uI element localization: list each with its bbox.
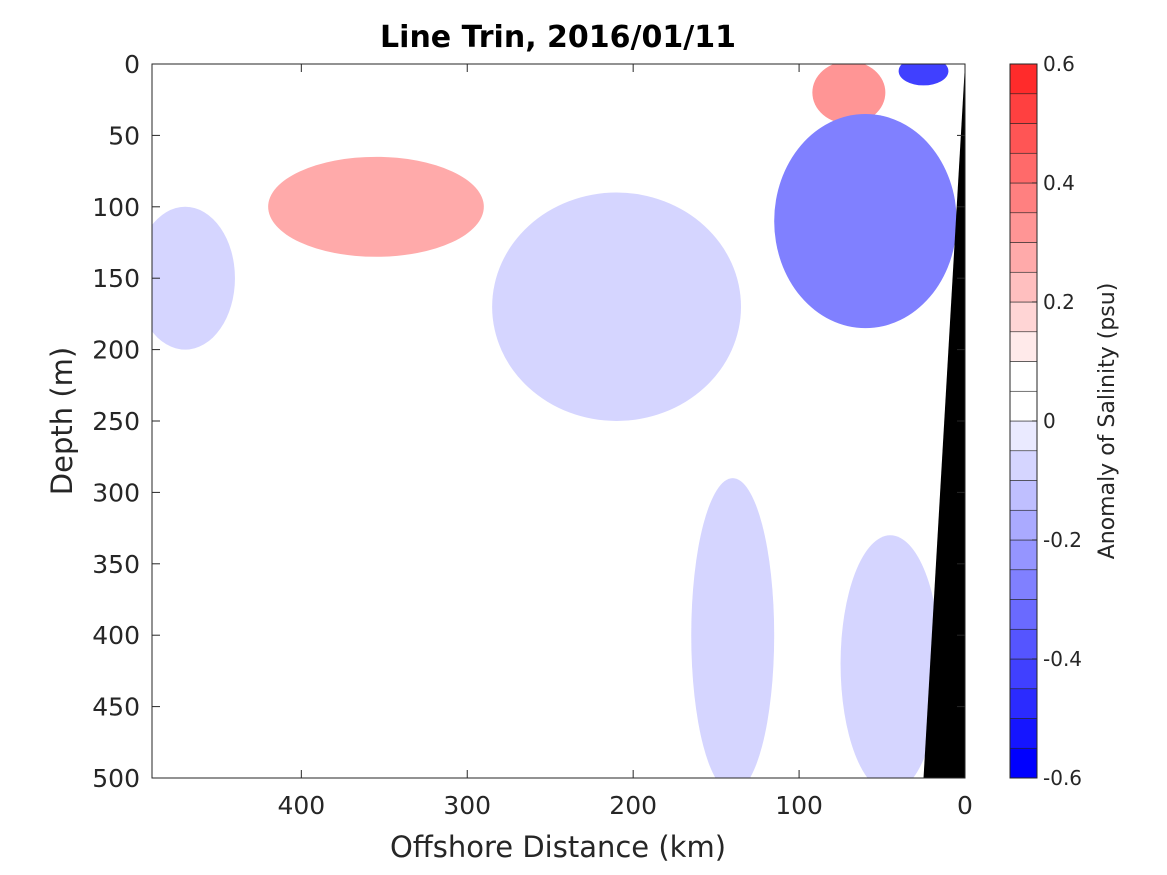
colorbar-tick-label: -0.4 (1043, 647, 1082, 671)
y-axis: 0 50 100 150 200 250 300 350 400 450 500 (92, 50, 965, 793)
anomaly-regions (152, 64, 957, 778)
anomaly-region-positive (268, 156, 484, 257)
bathymetry-mask (923, 64, 965, 778)
colorbar-swatch (1009, 539, 1038, 571)
colorbar-swatch (1009, 569, 1038, 600)
colorbar-tick-label: 0 (1043, 409, 1056, 433)
colorbar-swatch (1009, 628, 1038, 660)
colorbar-swatch (1009, 361, 1038, 392)
x-tick-label: 100 (775, 791, 823, 820)
colorbar-swatch (1009, 509, 1038, 541)
colorbar-swatch (1009, 301, 1038, 333)
colorbar-tick-label: 0.6 (1043, 52, 1075, 76)
colorbar: 0.6 0.4 0.2 0 -0.2 -0.4 -0.6 Anomaly of Salini… (1009, 52, 1120, 790)
colorbar-swatch (1009, 480, 1038, 511)
colorbar-swatch (1009, 450, 1038, 481)
y-tick-label: 150 (92, 264, 140, 293)
colorbar-swatch (1009, 123, 1038, 154)
colorbar-swatch (1009, 63, 1038, 95)
colorbar-swatch (1009, 718, 1038, 749)
y-tick-label: 250 (92, 407, 140, 436)
colorbar-swatch (1009, 182, 1038, 214)
colorbar-tick-label: 0.2 (1043, 290, 1075, 314)
anomaly-region-negative (898, 64, 949, 86)
chart-title: Line Trin, 2016/01/11 (380, 20, 736, 55)
y-tick-label: 200 (92, 336, 140, 365)
anomaly-region-negative (691, 478, 775, 778)
y-tick-label: 50 (108, 121, 140, 150)
colorbar-tick-label: 0.4 (1043, 171, 1075, 195)
y-tick-label: 350 (92, 550, 140, 579)
colorbar-swatch (1009, 390, 1038, 422)
anomaly-region-positive (812, 64, 886, 124)
colorbar-ticks: 0.6 0.4 0.2 0 -0.2 -0.4 -0.6 (1032, 52, 1082, 790)
colorbar-swatch (1009, 271, 1038, 303)
colorbar-swatch (1009, 599, 1038, 630)
colorbar-label: Anomaly of Salinity (psu) (1095, 283, 1120, 560)
colorbar-swatch (1009, 688, 1038, 719)
anomaly-region-negative (840, 535, 941, 778)
x-axis-label: Offshore Distance (km) (390, 830, 726, 864)
colorbar-swatch (1009, 152, 1038, 184)
x-tick-label: 400 (277, 791, 325, 820)
y-tick-label: 300 (92, 478, 140, 507)
colorbar-swatch (1009, 212, 1038, 243)
colorbar-swatch (1009, 658, 1038, 690)
y-tick-label: 400 (92, 621, 140, 650)
y-tick-label: 0 (124, 50, 140, 79)
y-axis-label: Depth (m) (45, 347, 79, 495)
colorbar-swatch (1009, 242, 1038, 273)
colorbar-tick-label: -0.6 (1043, 766, 1082, 790)
anomaly-region-negative (152, 206, 235, 350)
colorbar-swatches (1009, 63, 1038, 779)
colorbar-swatch (1009, 331, 1038, 362)
anomaly-region-negative (492, 192, 742, 421)
plot-area (151, 63, 966, 779)
y-tick-label: 500 (92, 764, 140, 793)
y-tick-label: 450 (92, 693, 140, 722)
anomaly-region-negative (774, 113, 957, 329)
x-tick-label: 200 (609, 791, 657, 820)
colorbar-swatch (1009, 420, 1038, 452)
colorbar-tick-label: -0.2 (1043, 528, 1082, 552)
y-tick-label: 100 (92, 193, 140, 222)
x-axis: 400 300 200 100 0 (277, 64, 973, 820)
colorbar-swatch (1009, 747, 1038, 779)
colorbar-swatch (1009, 93, 1038, 124)
x-tick-label: 300 (443, 791, 491, 820)
x-tick-label: 0 (957, 791, 973, 820)
